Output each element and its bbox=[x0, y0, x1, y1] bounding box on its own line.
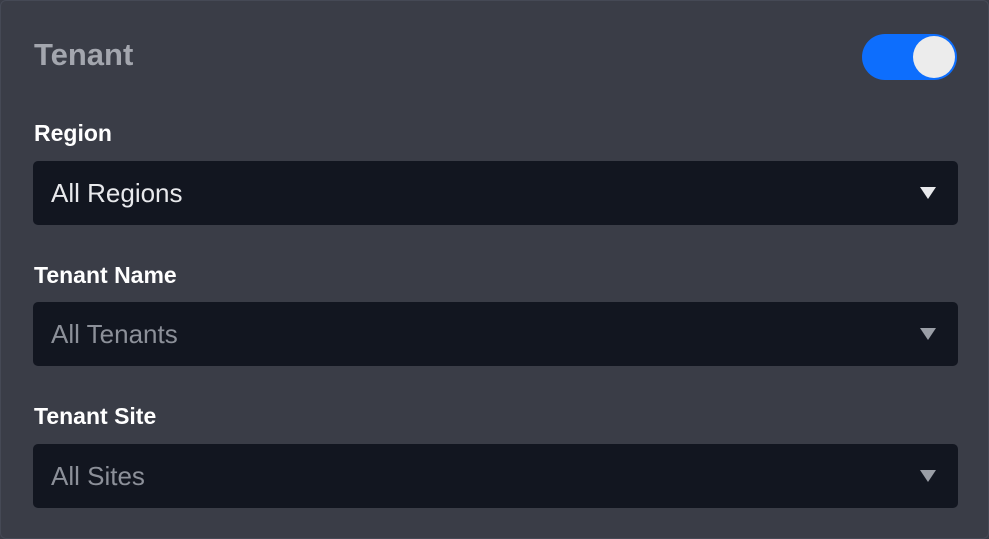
panel-title: Tenant bbox=[34, 37, 134, 72]
region-select[interactable]: All Regions bbox=[33, 161, 958, 225]
region-value: All Regions bbox=[51, 178, 183, 208]
tenant-site-value: All Sites bbox=[51, 461, 145, 491]
tenant-name-label: Tenant Name bbox=[34, 262, 177, 288]
tenant-site-label: Tenant Site bbox=[34, 403, 157, 429]
caret-down-icon bbox=[920, 470, 936, 482]
toggle-knob bbox=[913, 36, 955, 78]
caret-down-icon bbox=[920, 328, 936, 340]
caret-down-icon bbox=[920, 187, 936, 199]
tenant-site-select[interactable]: All Sites bbox=[33, 444, 958, 508]
region-label: Region bbox=[34, 120, 112, 146]
tenant-name-value: All Tenants bbox=[51, 319, 178, 349]
tenant-name-select[interactable]: All Tenants bbox=[33, 302, 958, 366]
tenant-toggle[interactable] bbox=[862, 34, 957, 80]
